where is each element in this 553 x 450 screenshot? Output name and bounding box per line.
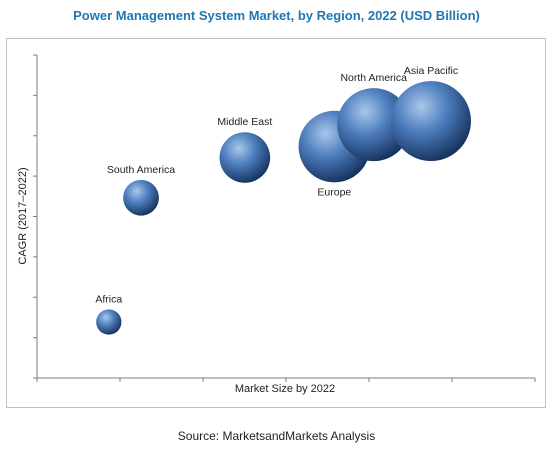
bubble-label-middle-east: Middle East xyxy=(217,116,272,128)
bubble-middle-east xyxy=(219,132,271,183)
bubble-labels: Africa South America Middle East Europe Nort… xyxy=(95,65,458,305)
bubble-label-north-america: North America xyxy=(340,72,407,84)
bubble-label-south-america: South America xyxy=(107,164,175,176)
bubble-label-africa: Africa xyxy=(95,293,122,305)
bubble-south-america xyxy=(123,179,159,216)
bubble-asia-pacific xyxy=(391,81,471,161)
bubble-north-america xyxy=(337,88,411,162)
bubble-label-europe: Europe xyxy=(317,186,351,198)
chart-frame xyxy=(6,38,546,408)
bubble-africa xyxy=(96,309,122,335)
y-axis-label: CAGR (2017–2022) xyxy=(17,167,29,264)
x-axis-label: Market Size by 2022 xyxy=(235,383,335,395)
axes xyxy=(33,54,536,382)
bubble-label-asia-pacific: Asia Pacific xyxy=(404,65,458,77)
bubbles xyxy=(96,81,471,335)
chart-title: Power Management System Market, by Regio… xyxy=(73,8,480,23)
source-note: Source: MarketsandMarkets Analysis xyxy=(177,429,376,443)
